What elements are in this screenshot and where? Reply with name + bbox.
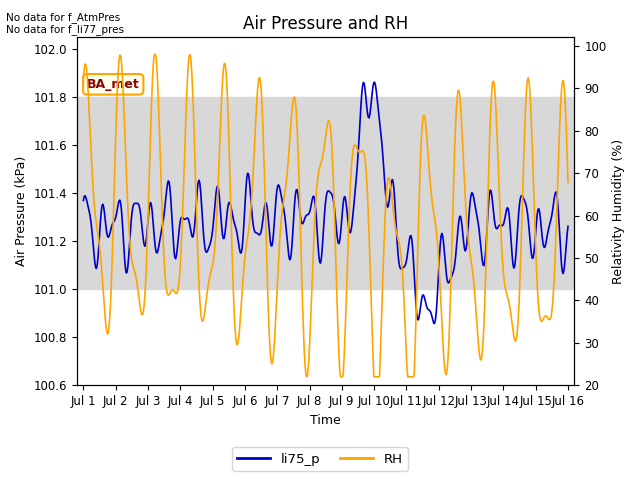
Legend: li75_p, RH: li75_p, RH <box>232 447 408 471</box>
Title: Air Pressure and RH: Air Pressure and RH <box>243 15 408 33</box>
Y-axis label: Air Pressure (kPa): Air Pressure (kPa) <box>15 156 28 266</box>
Text: BA_met: BA_met <box>87 78 140 91</box>
Bar <box>77 97 575 289</box>
Y-axis label: Relativity Humidity (%): Relativity Humidity (%) <box>612 139 625 284</box>
Text: No data for f_AtmPres
No data for f_li77_pres: No data for f_AtmPres No data for f_li77… <box>6 12 124 36</box>
X-axis label: Time: Time <box>310 414 341 427</box>
